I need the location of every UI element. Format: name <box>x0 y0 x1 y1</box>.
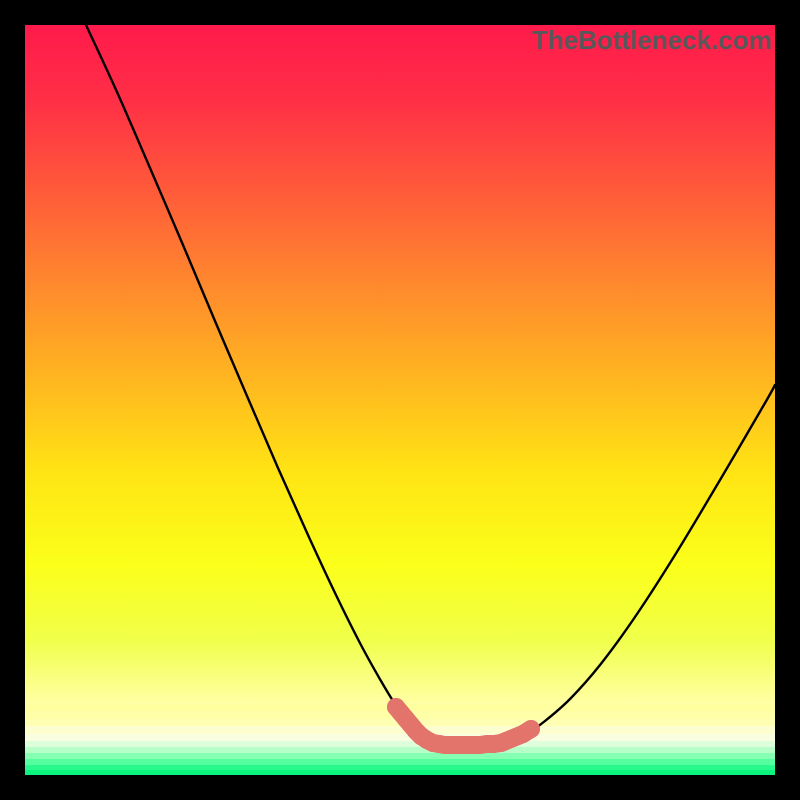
plot-area <box>25 25 775 775</box>
watermark-text: TheBottleneck.com <box>532 25 772 56</box>
data-marker <box>492 734 510 752</box>
chart-svg <box>25 25 775 775</box>
data-marker <box>522 720 540 738</box>
